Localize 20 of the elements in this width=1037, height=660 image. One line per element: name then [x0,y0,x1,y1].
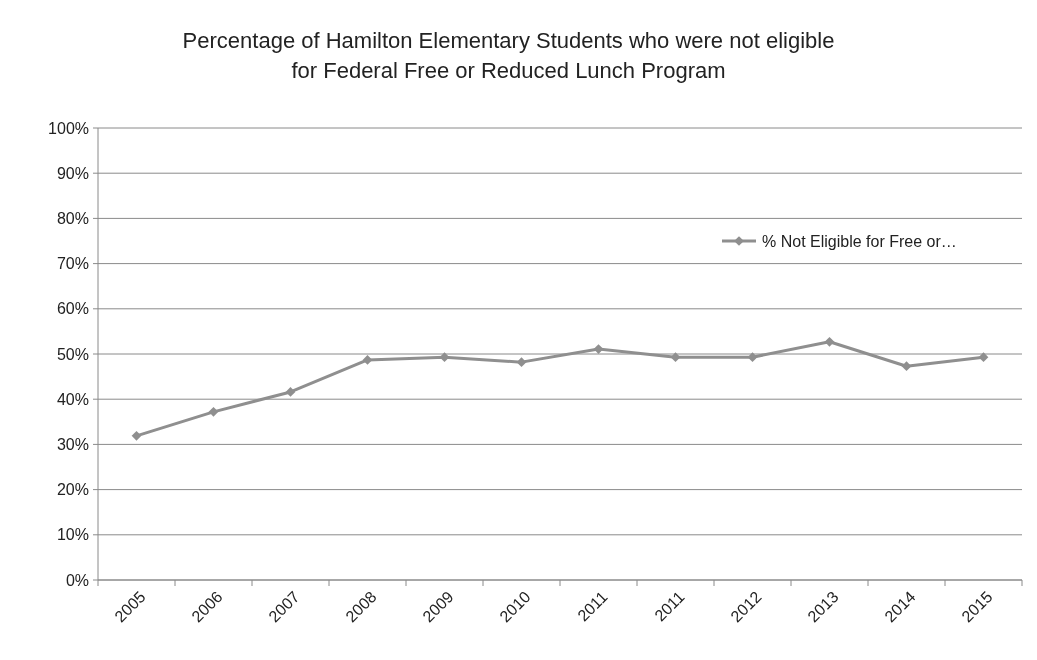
y-tick-label: 10% [56,526,89,544]
point [285,387,296,397]
y-tick-label: 60% [56,300,89,318]
point [978,352,989,363]
y-tick-label: 20% [56,481,89,499]
y-tick-label: 90% [56,164,89,182]
y-tick-label: 100% [48,119,89,137]
point [901,361,912,372]
point [131,430,142,441]
chart-title: Percentage of Hamilton Elementary Students who were not eligible for Federal Free or Reduced Lunch Program [182,28,835,83]
y-tick-label: 70% [56,255,89,273]
point [208,407,219,417]
y-tick-label: 0% [65,571,89,589]
y-tick-label: 40% [56,390,89,408]
y-tick-label: 80% [56,210,89,227]
y-tick-label: 50% [56,345,89,363]
y-tick-label: 30% [56,436,89,453]
legend-label: % Not Eligible for Free or… [762,232,957,250]
point [824,336,835,347]
point [516,357,527,367]
